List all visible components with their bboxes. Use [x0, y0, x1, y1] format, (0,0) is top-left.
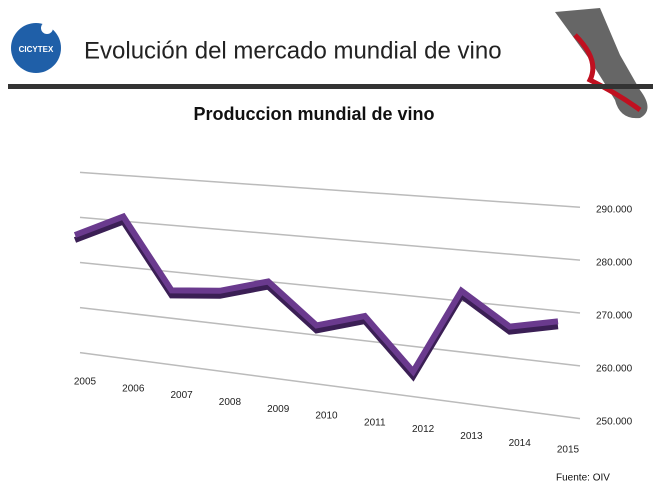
grid-line	[79, 261, 581, 314]
y-tick-label: 260.000	[596, 364, 633, 375]
logo-text: CICYTEX	[19, 45, 54, 54]
x-tick-label: 2008	[219, 397, 242, 408]
x-tick-label: 2007	[170, 390, 193, 401]
grid-line	[79, 351, 581, 420]
x-tick-label: 2013	[460, 431, 483, 442]
x-tick-label: 2010	[315, 411, 338, 422]
logo	[11, 23, 61, 73]
x-tick-label: 2009	[267, 404, 290, 415]
wine-pour	[573, 33, 642, 113]
y-tick-label: 270.000	[596, 311, 633, 322]
grid-line	[79, 306, 581, 367]
x-tick-label: 2005	[74, 377, 97, 388]
x-tick-label: 2006	[122, 383, 145, 394]
grid-line	[79, 216, 581, 261]
x-tick-label: 2014	[509, 438, 532, 449]
grid-line	[79, 171, 581, 209]
x-tick-label: 2012	[412, 424, 435, 435]
y-tick-label: 250.000	[596, 417, 633, 428]
source-note: Fuente: OIV	[556, 473, 610, 484]
plot: 250.000 260.000 270.000 280.000 290.000 2005 2…	[73, 171, 633, 456]
x-tick-label: 2015	[557, 445, 580, 456]
logo-dot	[41, 22, 53, 34]
header-rule	[8, 84, 653, 89]
y-tick-label: 290.000	[596, 205, 633, 216]
chart-title: Produccion mundial de vino	[193, 104, 434, 124]
slide-title: Evolución del mercado mundial de vino	[84, 37, 502, 64]
y-tick-label: 280.000	[596, 258, 633, 269]
x-tick-label: 2011	[364, 417, 386, 428]
line	[73, 212, 559, 377]
